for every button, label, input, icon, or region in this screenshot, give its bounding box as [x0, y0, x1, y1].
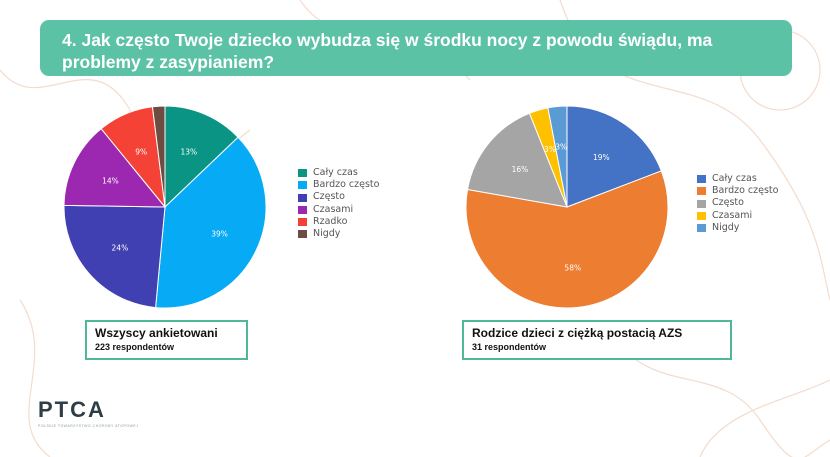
- legend-label: Czasami: [712, 209, 753, 221]
- legend-all: Cały czas Bardzo często Często Czasami Rzadk…: [298, 167, 379, 240]
- slice-label-bardzo-czesto: 39%: [211, 229, 228, 238]
- pie-slice-czesto: [63, 204, 166, 309]
- pie-slice-czasami: [63, 128, 167, 208]
- legend-swatch: [697, 187, 706, 196]
- pie-slice-czesto: [466, 112, 568, 208]
- legend-swatch: [298, 230, 307, 239]
- legend-swatch: [697, 199, 706, 208]
- legend-label: Nigdy: [712, 221, 740, 233]
- legend-swatch: [298, 217, 307, 226]
- slice-label-caly-czas: 19%: [593, 153, 610, 162]
- legend-label: Często: [313, 191, 345, 203]
- legend-label: Bardzo często: [313, 179, 380, 191]
- slice-label-czesto: 24%: [112, 243, 129, 252]
- legend-item-czesto: Często: [298, 191, 379, 203]
- legend-swatch: [697, 211, 706, 220]
- legend-item-nigdy: Nigdy: [298, 228, 379, 240]
- slice-label-czasami: 14%: [102, 177, 119, 186]
- legend-swatch: [697, 175, 706, 184]
- pie-slice-nigdy: [547, 105, 568, 208]
- legend-item-czesto: Często: [697, 197, 778, 209]
- pie-slice-nigdy: [151, 105, 166, 208]
- pie-slice-bardzo-czesto: [465, 170, 669, 309]
- legend-label: Często: [712, 197, 744, 209]
- question-header: 4. Jak często Twoje dziecko wybudza się …: [40, 20, 792, 76]
- legend-swatch: [697, 223, 706, 232]
- question-text: 4. Jak często Twoje dziecko wybudza się …: [62, 30, 713, 72]
- pie-chart-all: 13% 39% 24% 14% 9%: [63, 105, 267, 309]
- pie-slice-caly-czas: [566, 105, 662, 208]
- legend-swatch: [298, 181, 307, 190]
- caption-azs-subtitle: 31 respondentów: [472, 342, 547, 352]
- legend-swatch: [298, 169, 307, 178]
- slice-label-czasami: 3%: [544, 145, 556, 154]
- legend-label: Cały czas: [313, 167, 358, 178]
- pie-chart-azs: 19% 58% 16% 3% 3%: [465, 105, 669, 309]
- legend-item-czasami: Czasami: [298, 204, 379, 216]
- legend-item-czasami: Czasami: [697, 210, 778, 222]
- legend-item-caly-czas: Cały czas: [697, 173, 778, 185]
- pie-slice-bardzo-czesto: [155, 136, 267, 309]
- legend-swatch: [298, 205, 307, 214]
- caption-azs-title: Rodzice dzieci z ciężką postacią AZS: [472, 326, 683, 340]
- legend-item-bardzo-czesto: Bardzo często: [298, 179, 379, 191]
- legend-item-rzadko: Rzadko: [298, 216, 379, 228]
- legend-item-bardzo-czesto: Bardzo często: [697, 185, 778, 197]
- slice-label-czesto: 16%: [512, 165, 529, 174]
- legend-item-caly-czas: Cały czas: [298, 167, 379, 179]
- legend-label: Nigdy: [313, 228, 341, 240]
- caption-all-title: Wszyscy ankietowani: [95, 326, 218, 340]
- slice-label-nigdy: 3%: [555, 143, 567, 152]
- ptca-logo: PTCA: [38, 397, 106, 422]
- slice-label-bardzo-czesto: 58%: [564, 263, 581, 272]
- caption-all-subtitle: 223 respondentów: [95, 342, 175, 352]
- legend-item-nigdy: Nigdy: [697, 222, 778, 234]
- ptca-logo-tagline: POLSKIE TOWARZYSTWO CHOROBY ATOPOWEJ: [38, 424, 139, 428]
- legend-label: Rzadko: [313, 215, 348, 227]
- legend-label: Czasami: [313, 203, 354, 215]
- pie-slice-caly-czas: [164, 105, 239, 209]
- legend-label: Cały czas: [712, 173, 757, 184]
- legend-azs: Cały czas Bardzo często Często Czasami Nigdy: [697, 173, 778, 234]
- slice-label-rzadko: 9%: [135, 147, 147, 156]
- legend-swatch: [298, 193, 307, 202]
- slice-label-caly-czas: 13%: [181, 147, 198, 156]
- caption-all: Wszyscy ankietowani 223 respondentów: [85, 320, 248, 360]
- legend-label: Bardzo często: [712, 185, 779, 197]
- caption-azs: Rodzice dzieci z ciężką postacią AZS 31 …: [462, 320, 732, 360]
